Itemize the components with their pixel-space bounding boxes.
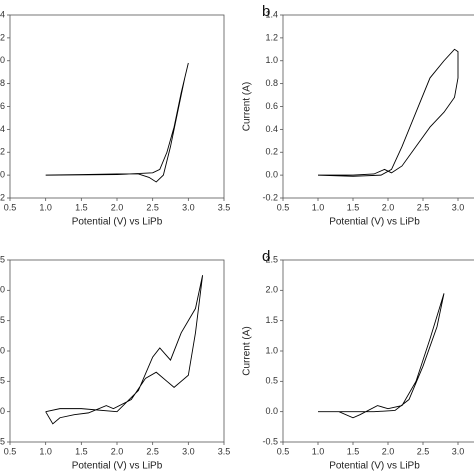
y-tick-label: 0.5: [265, 376, 278, 386]
x-tick-label: 0.5: [277, 446, 290, 456]
y-tick-label: 2.0: [265, 285, 278, 295]
x-tick-label: 1.5: [75, 202, 88, 212]
y-axis-label: Current (A): [242, 82, 253, 131]
y-tick-label: 1.5: [265, 315, 278, 325]
y-tick-label: 0.0: [265, 406, 278, 416]
y-tick-label: 0.2: [0, 147, 5, 157]
y-tick-label: 1.0: [265, 55, 278, 65]
x-axis-label: Potential (V) vs LiPb: [329, 461, 420, 472]
x-tick-label: 1.5: [347, 446, 360, 456]
y-axis-label: Current (A): [242, 326, 253, 375]
x-tick-label: 1.0: [312, 446, 325, 456]
y-tick-label: 0.0: [0, 406, 5, 416]
x-tick-label: 2.0: [382, 202, 395, 212]
y-tick-label: 2.0: [0, 285, 5, 295]
x-tick-label: 2.5: [417, 202, 430, 212]
y-tick-label: 1.4: [0, 9, 5, 19]
x-tick-label: 2.0: [111, 202, 124, 212]
y-tick-label: 1.0: [0, 345, 5, 355]
y-tick-label: 0.4: [0, 124, 5, 134]
x-tick-label: 3.0: [182, 202, 195, 212]
y-tick-label: -0.5: [262, 436, 278, 446]
x-tick-label: 3.0: [182, 446, 195, 456]
y-tick-label: 0.6: [0, 101, 5, 111]
x-tick-label: 2.5: [146, 446, 159, 456]
x-tick-label: 2.0: [382, 446, 395, 456]
x-tick-label: 3.5: [218, 446, 231, 456]
x-tick-label: 0.5: [4, 446, 17, 456]
plot-frame: [282, 14, 474, 199]
x-tick-label: 1.5: [347, 202, 360, 212]
y-tick-label: 2.5: [265, 254, 278, 264]
x-axis-label: Potential (V) vs LiPb: [72, 217, 163, 228]
x-tick-label: 1.0: [312, 202, 325, 212]
plot-frame: [282, 259, 474, 443]
x-tick-label: 3.0: [452, 202, 465, 212]
cv-curve: [317, 48, 459, 177]
y-tick-label: 0.4: [265, 124, 278, 134]
y-tick-label: 1.2: [0, 32, 5, 42]
x-tick-label: 0.5: [277, 202, 290, 212]
y-tick-label: 0.8: [0, 78, 5, 88]
x-tick-label: 3.0: [452, 446, 465, 456]
x-tick-label: 1.5: [75, 446, 88, 456]
x-tick-label: 2.5: [146, 202, 159, 212]
x-tick-label: 1.0: [39, 202, 52, 212]
cv-curve: [45, 275, 204, 425]
cv-curve: [318, 293, 445, 419]
plot-frame: [9, 259, 225, 443]
y-tick-label: 0.8: [265, 78, 278, 88]
y-tick-label: 1.0: [0, 55, 5, 65]
x-tick-label: 3.5: [218, 202, 231, 212]
cv-curve: [45, 62, 189, 183]
y-tick-label: 2.5: [0, 254, 5, 264]
y-tick-label: -0.5: [0, 436, 5, 446]
y-tick-label: -0.2: [0, 192, 5, 202]
y-tick-label: 1.5: [0, 315, 5, 325]
y-tick-label: 1.4: [265, 9, 278, 19]
x-axis-label: Potential (V) vs LiPb: [72, 461, 163, 472]
x-tick-label: 1.0: [39, 446, 52, 456]
x-tick-label: 0.5: [4, 202, 17, 212]
y-tick-label: 1.0: [265, 345, 278, 355]
y-tick-label: 0.2: [265, 147, 278, 157]
y-tick-label: 0.0: [0, 170, 5, 180]
x-tick-label: 2.0: [111, 446, 124, 456]
x-axis-label: Potential (V) vs LiPb: [329, 217, 420, 228]
y-tick-label: 0.5: [0, 376, 5, 386]
panel-label: b: [262, 3, 270, 20]
y-tick-label: 0.0: [265, 170, 278, 180]
plot-frame: [9, 14, 225, 199]
panel-label: d: [262, 248, 270, 265]
y-tick-label: 0.6: [265, 101, 278, 111]
y-tick-label: -0.2: [262, 192, 278, 202]
x-tick-label: 2.5: [417, 446, 430, 456]
y-tick-label: 1.2: [265, 32, 278, 42]
